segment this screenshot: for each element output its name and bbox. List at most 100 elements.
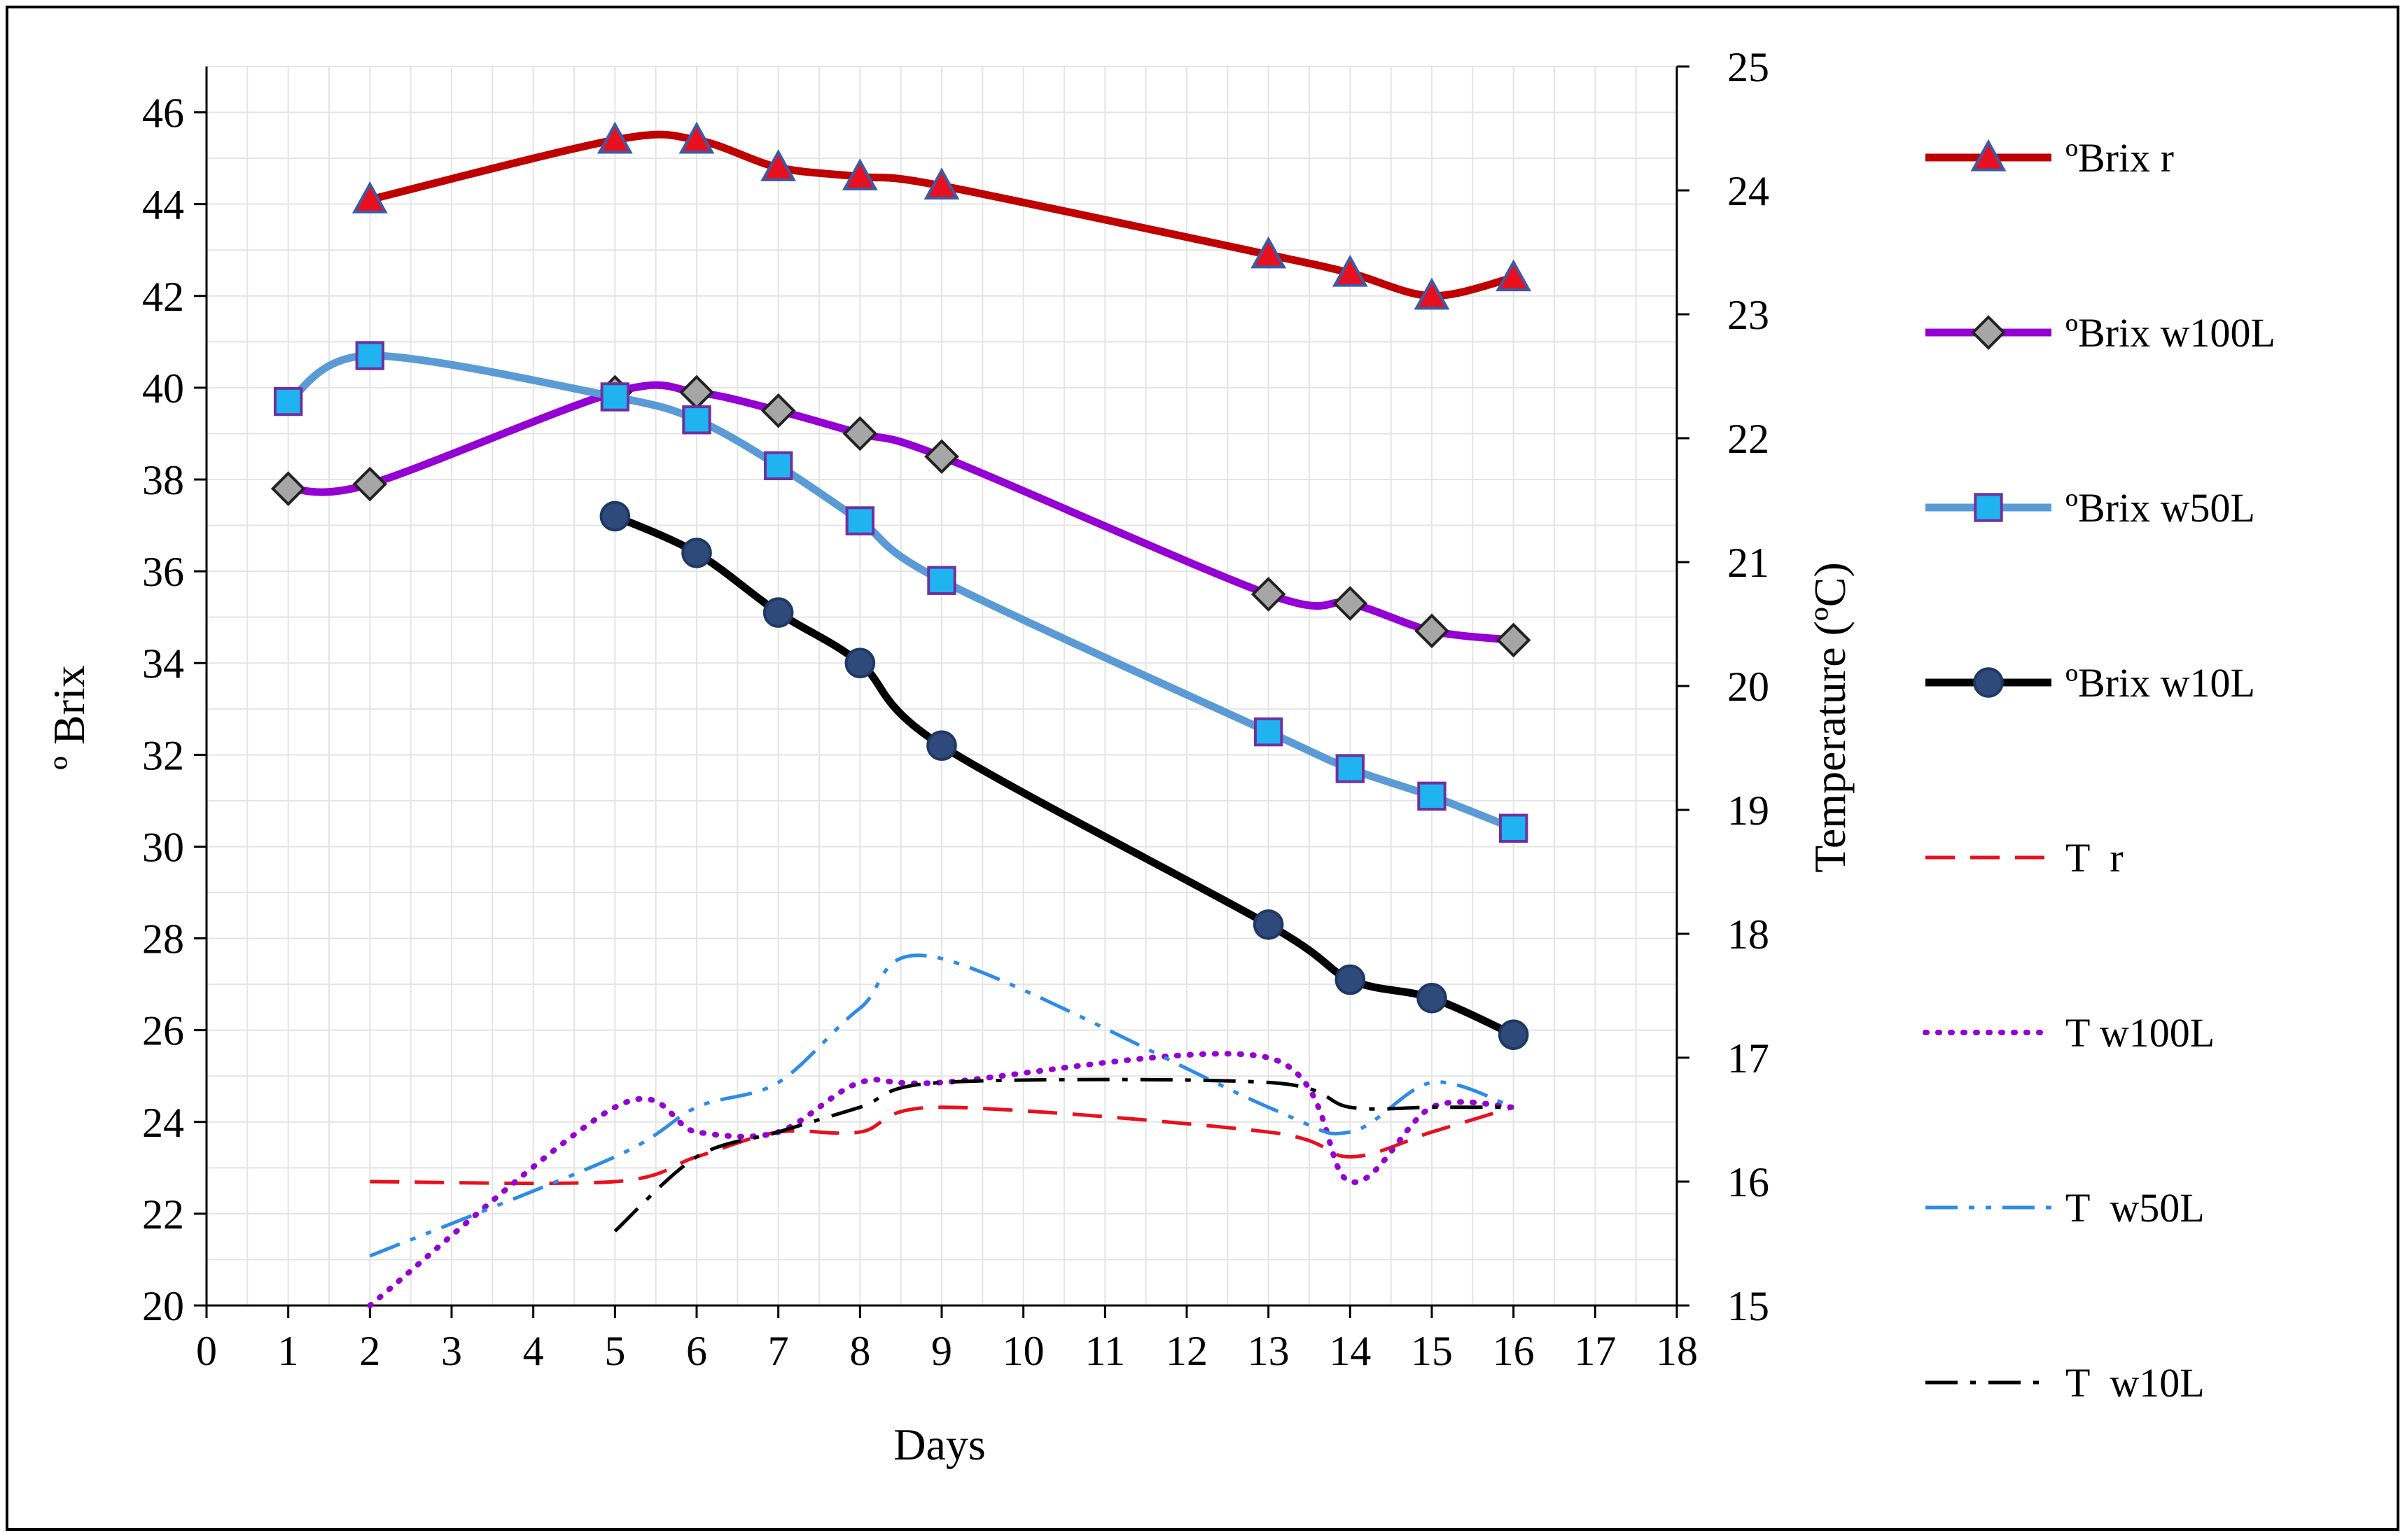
data-point-1 <box>1496 622 1531 658</box>
legend-marker-3 <box>1973 667 2004 698</box>
data-point-1 <box>924 439 959 475</box>
data-point-2 <box>1417 781 1447 811</box>
legend-label-5: T w100L <box>2065 1010 2215 1056</box>
x-tick-label: 3 <box>441 1328 462 1374</box>
y-tick-label: 38 <box>142 457 184 503</box>
data-point-2 <box>927 566 956 595</box>
legend-marker-1 <box>1971 315 2006 350</box>
y-tick-label: 34 <box>142 640 184 687</box>
x-tick-label: 18 <box>1656 1328 1698 1374</box>
data-series <box>270 121 1532 1308</box>
legend-label-4: T r <box>2065 835 2124 881</box>
y2-tick-label: 24 <box>1727 168 1769 214</box>
x-tick-label: 15 <box>1411 1328 1453 1374</box>
x-tick-label: 7 <box>768 1328 789 1374</box>
y2-tick-label: 25 <box>1727 44 1769 90</box>
data-point-2 <box>845 506 875 536</box>
y-tick-label: 46 <box>142 90 184 136</box>
data-point-0 <box>1496 259 1532 292</box>
data-point-1 <box>842 416 878 451</box>
y-tick-label: 36 <box>142 549 184 595</box>
x-tick-label: 8 <box>849 1328 870 1374</box>
y2-tick-label: 17 <box>1727 1035 1769 1082</box>
x-tick-label: 11 <box>1085 1328 1125 1374</box>
x-tick-label: 16 <box>1493 1328 1535 1374</box>
y-tick-label: 20 <box>142 1283 184 1329</box>
data-point-0 <box>678 121 715 154</box>
y-tick-label: 28 <box>142 916 184 962</box>
data-point-1 <box>1332 586 1368 621</box>
x-tick-label: 13 <box>1248 1328 1290 1374</box>
y2-tick-label: 18 <box>1727 911 1769 958</box>
data-point-0 <box>1332 254 1368 287</box>
y-tick-label: 22 <box>142 1191 184 1238</box>
figure-border <box>6 6 2399 1531</box>
data-point-3 <box>1498 1019 1529 1051</box>
data-point-2 <box>1498 813 1528 843</box>
legend-label-2: ºBrix w50L <box>2065 485 2255 531</box>
data-point-2 <box>600 382 630 412</box>
legend-marker-2 <box>1974 493 2003 522</box>
x-tick-label: 5 <box>604 1328 625 1374</box>
data-point-2 <box>355 341 385 370</box>
data-point-3 <box>1416 982 1447 1014</box>
data-point-0 <box>597 121 633 154</box>
legend-label-6: T w50L <box>2065 1185 2205 1231</box>
x-tick-label: 4 <box>523 1328 544 1374</box>
legend-marker-0 <box>1970 139 2007 172</box>
data-point-2 <box>1253 717 1283 747</box>
data-point-2 <box>273 386 303 416</box>
data-point-0 <box>1250 236 1287 269</box>
legend-label-0: ºBrix r <box>2065 135 2174 181</box>
data-point-3 <box>762 597 794 628</box>
series-line-3 <box>613 512 1515 1039</box>
series-line-5 <box>367 1051 1517 1308</box>
x-tick-label: 9 <box>931 1328 952 1374</box>
data-point-0 <box>1414 277 1450 310</box>
data-point-1 <box>1250 577 1286 612</box>
y-axis-title: º Brix <box>44 665 94 770</box>
data-point-3 <box>681 538 712 568</box>
x-tick-label: 0 <box>196 1328 217 1374</box>
y-tick-label: 24 <box>142 1100 184 1146</box>
y2-tick-label: 16 <box>1727 1159 1769 1205</box>
x-tick-label: 10 <box>1003 1328 1045 1374</box>
data-point-3 <box>599 500 631 532</box>
y2-tick-label: 23 <box>1727 292 1769 338</box>
series-line-7 <box>613 1077 1514 1233</box>
x-axis-title: Days <box>893 1420 986 1469</box>
data-point-1 <box>270 471 306 506</box>
y-tick-label: 26 <box>142 1008 184 1054</box>
y2-axis-title: Temperature (ºC) <box>1805 562 1855 873</box>
data-point-2 <box>1335 754 1365 783</box>
data-point-2 <box>682 405 711 435</box>
tick-labels: 0 1 2 3 4 5 6 7 8 9 10 11 12 13 14 15 16 17 18202224262830… <box>142 44 1769 1374</box>
data-point-1 <box>760 393 796 428</box>
data-point-0 <box>923 167 960 200</box>
y2-tick-label: 19 <box>1727 788 1769 834</box>
data-point-3 <box>1253 909 1284 940</box>
legend-label-3: ºBrix w10L <box>2065 660 2255 706</box>
data-point-1 <box>1414 613 1449 649</box>
y-tick-label: 42 <box>142 274 184 320</box>
x-tick-label: 1 <box>278 1328 299 1374</box>
data-point-3 <box>844 648 876 679</box>
y2-tick-label: 15 <box>1727 1283 1769 1329</box>
legend-label-1: ºBrix w100L <box>2065 310 2275 356</box>
y-tick-label: 30 <box>142 824 184 870</box>
y2-tick-label: 20 <box>1727 664 1769 710</box>
data-point-0 <box>351 181 388 214</box>
x-tick-label: 17 <box>1574 1328 1616 1374</box>
x-tick-label: 2 <box>359 1328 380 1374</box>
y2-tick-label: 21 <box>1727 540 1769 586</box>
x-tick-label: 6 <box>686 1328 707 1374</box>
data-point-3 <box>926 730 957 762</box>
y2-tick-label: 22 <box>1727 416 1769 462</box>
legend: ºBrix r ºBrix w100L ºBrix w50L ºBrix w10L T … <box>1923 135 2275 1406</box>
x-tick-label: 14 <box>1329 1328 1371 1374</box>
y-tick-label: 40 <box>142 365 184 412</box>
series-line-4 <box>370 1105 1514 1186</box>
data-point-3 <box>1334 964 1366 995</box>
